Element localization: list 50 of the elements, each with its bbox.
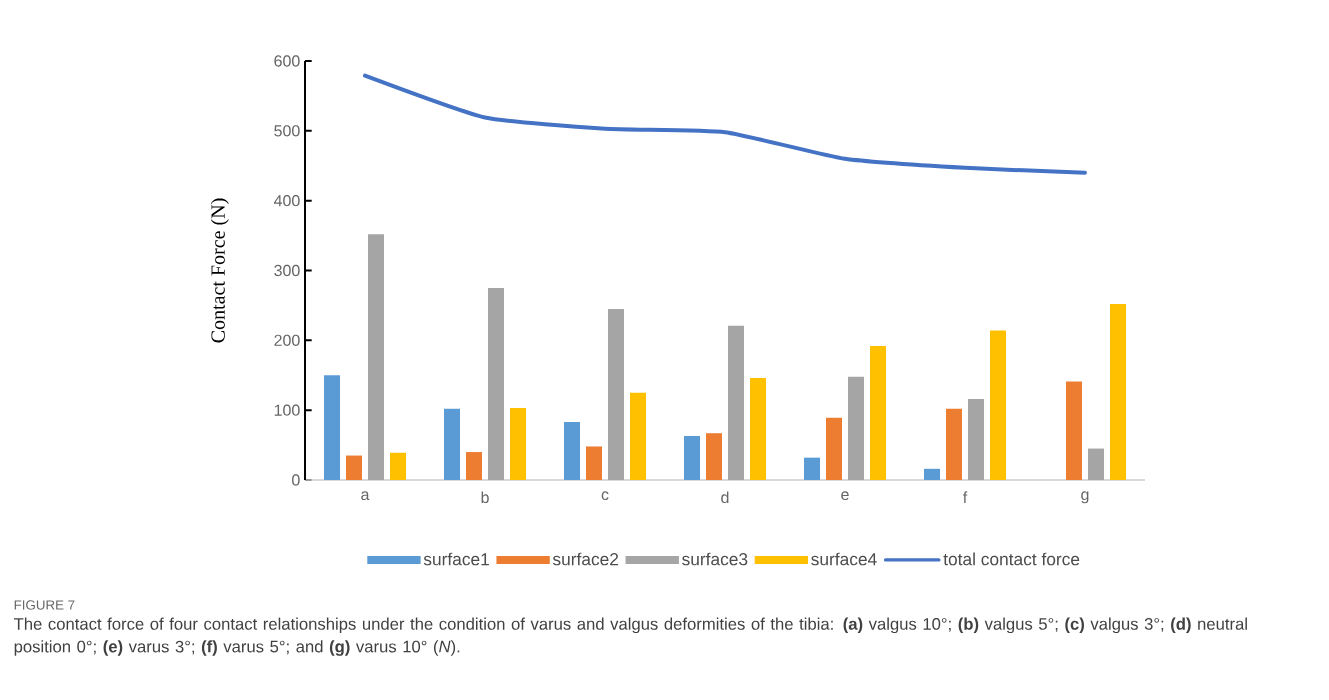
caption: FIGURE 7 (14, 600, 75, 610)
bar (870, 345, 886, 480)
y-tick-label: 200 (274, 334, 300, 346)
bar (630, 392, 646, 480)
bar (990, 330, 1006, 480)
bar (488, 287, 504, 480)
bar (946, 408, 962, 480)
y-tick-label: 600 (274, 55, 300, 67)
bar (848, 376, 864, 480)
y-tick-label: 500 (274, 125, 300, 137)
x-tick-label: e (841, 491, 849, 501)
x-tick-label: d (721, 491, 729, 504)
bar (750, 378, 766, 480)
y-axis-title: Contact Force (N) (210, 198, 229, 343)
bar (968, 398, 984, 480)
bar (324, 375, 341, 480)
bar (444, 408, 461, 480)
x-tick-label: a (361, 491, 370, 501)
bar (390, 452, 407, 480)
legend-label: surface4 (811, 552, 877, 566)
text: The contact force of four contact relationships under the condition of varus and valgus deformities of the tibia: (a) valgus 10°; (b) valgus 5°; (c) valgus 3°; (d) neutral position 0°; (e) varus 3°; (f) varus 5°; and (g) varus 10° (N). (13, 617, 1247, 656)
y-tick-label: 0 (292, 474, 300, 486)
y-tick-label: 400 (273, 195, 300, 207)
bar (826, 417, 842, 480)
bar (510, 408, 526, 480)
legend-label: surface2 (552, 552, 619, 566)
legend-label: total contact force (943, 552, 1080, 566)
x-tick-label: b (481, 491, 489, 504)
bar (728, 325, 744, 480)
bar (924, 468, 940, 480)
bar (706, 433, 722, 480)
bar (586, 446, 602, 480)
bar (466, 452, 483, 480)
x-tick-label: f (963, 491, 968, 503)
bar (684, 435, 700, 480)
bar (1087, 448, 1104, 480)
bar (368, 234, 385, 480)
bar (804, 457, 820, 480)
x-tick-label: g (1081, 491, 1089, 504)
line-series (363, 73, 1087, 175)
bar (1066, 381, 1082, 480)
bar (608, 308, 624, 480)
legend-label: surface3 (682, 552, 748, 566)
bar (564, 422, 580, 480)
bar (346, 455, 363, 480)
legend-label: surface1 (423, 552, 489, 566)
y-tick-label: 100 (274, 404, 300, 416)
y-tick-label: 300 (274, 264, 300, 277)
bar (1109, 304, 1126, 480)
x-tick-label: c (601, 491, 609, 501)
